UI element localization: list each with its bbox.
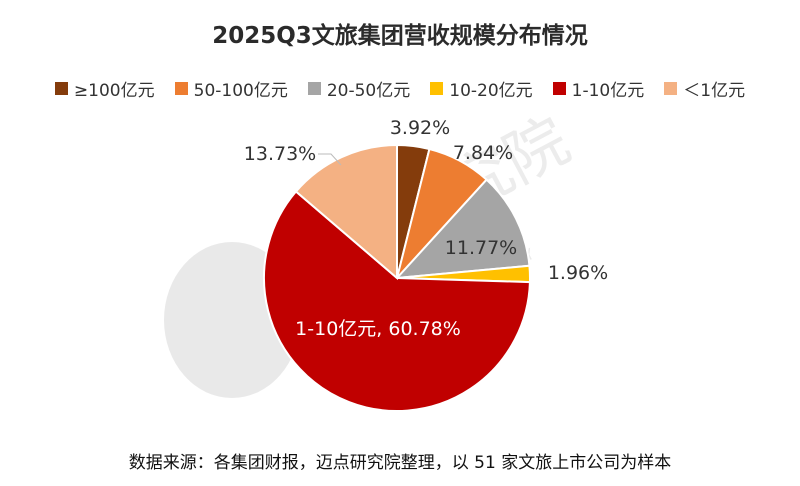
legend-swatch — [54, 82, 68, 95]
legend-label: ≥100亿元 — [73, 81, 155, 101]
legend-swatch — [552, 82, 566, 95]
source-note: 数据来源：各集团财报，迈点研究院整理，以 51 家文旅上市公司为样本 — [128, 453, 672, 473]
legend-swatch — [174, 82, 188, 95]
pie-slice — [394, 178, 531, 280]
data-label: 13.73% — [244, 143, 316, 165]
data-label: 7.84% — [453, 142, 513, 164]
legend-label: 10-20亿元 — [449, 81, 533, 101]
legend-item: ≥100亿元 — [54, 76, 155, 101]
pie-slice — [294, 143, 398, 281]
legend-item: 10-20亿元 — [430, 76, 533, 101]
legend-item: 20-50亿元 — [307, 76, 411, 101]
legend-item: ＜1亿元 — [664, 76, 745, 101]
legend-item: 50-100亿元 — [174, 76, 288, 101]
legend-swatch — [307, 82, 321, 95]
data-label: 1-10亿元, 60.78% — [295, 318, 461, 340]
legend-label: 1-10亿元 — [571, 81, 645, 101]
data-label: 3.92% — [390, 117, 450, 139]
leader-line — [318, 153, 342, 166]
legend-label: 50-100亿元 — [193, 81, 288, 101]
chart-title: 2025Q3文旅集团营收规模分布情况 — [212, 23, 588, 49]
legend: ≥100亿元 50-100亿元 20-50亿元 10-20亿元 1-10亿元 ＜1亿元 — [0, 76, 800, 101]
legend-swatch — [430, 82, 444, 95]
data-label: 11.77% — [445, 237, 517, 259]
legend-swatch — [664, 82, 678, 95]
legend-label: 20-50亿元 — [326, 81, 411, 101]
data-label: 1.96% — [548, 262, 608, 284]
legend-label: ＜1亿元 — [683, 81, 746, 101]
legend-item: 1-10亿元 — [552, 76, 645, 101]
pie-slice — [263, 190, 531, 412]
